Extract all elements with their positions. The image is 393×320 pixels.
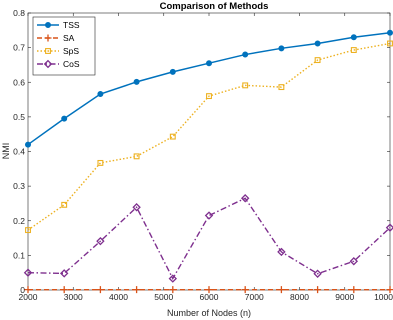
data-point-sps (387, 40, 393, 47)
series-line-sps (27, 42, 391, 231)
x-tick-label: 9000 (335, 292, 354, 302)
data-point-sa (205, 286, 213, 294)
data-point-cos (132, 203, 141, 212)
x-tick-label: 8000 (290, 292, 309, 302)
data-point-sa (60, 286, 68, 294)
y-tick-label: 0.8 (13, 8, 25, 18)
data-point-sa (314, 286, 322, 294)
chart-title: Comparison of Methods (160, 1, 269, 12)
data-point-tss (386, 29, 393, 36)
legend-swatch-marker (44, 34, 52, 42)
y-tick-label: 0 (20, 285, 25, 295)
legend-item-sps: SpS (37, 46, 79, 56)
data-point-cos (23, 268, 33, 277)
data-point-sa (169, 286, 177, 294)
legend-label: SpS (63, 46, 79, 56)
legend: TSS SA SpS CoS (32, 16, 96, 76)
legend-item-tss: TSS (37, 20, 80, 30)
y-tick-label: 0.5 (13, 112, 25, 122)
data-point-sps (133, 153, 140, 160)
data-point-sa (277, 286, 285, 294)
x-tick-label: 2000 (19, 292, 38, 302)
x-tick-label: 6000 (200, 292, 219, 302)
legend-swatch-marker (43, 59, 53, 69)
data-point-cos (204, 211, 214, 220)
data-point-tss (97, 91, 104, 98)
data-point-cos (96, 236, 105, 246)
data-point-cos (385, 223, 393, 232)
series-sa (24, 286, 393, 294)
x-tick-label: 5000 (154, 292, 173, 302)
legend-item-sa: SA (37, 33, 75, 43)
x-tick-label: 4000 (109, 292, 128, 302)
data-point-sps (206, 93, 212, 100)
data-point-sa (96, 286, 104, 294)
legend-swatch-marker (45, 48, 51, 54)
data-point-sps (25, 227, 31, 234)
data-point-sa (24, 286, 32, 294)
legend-item-cos: CoS (37, 59, 80, 69)
data-point-cos (168, 274, 178, 283)
data-point-cos (277, 247, 286, 257)
data-point-sa (241, 286, 249, 294)
data-point-tss (242, 51, 249, 58)
x-tick-label: 7000 (245, 292, 264, 302)
y-tick-label: 0.7 (13, 43, 25, 53)
x-axis-label: Number of Nodes (n) (167, 308, 251, 318)
y-tick-label: 0.2 (13, 216, 25, 226)
data-point-sps (61, 201, 68, 208)
data-point-tss (314, 40, 321, 47)
y-axis-label: NMI (1, 143, 11, 160)
data-point-tss (61, 115, 68, 122)
data-point-tss (133, 78, 140, 85)
data-point-tss (350, 34, 357, 41)
data-point-tss (169, 68, 176, 75)
data-point-tss (205, 60, 212, 67)
data-point-tss (278, 45, 285, 52)
series-layer (23, 29, 393, 294)
data-point-tss (24, 141, 31, 148)
series-tss (24, 29, 393, 148)
legend-box (32, 16, 96, 76)
data-point-sps (350, 47, 357, 53)
data-point-sa (386, 286, 393, 294)
x-tick-label: 1000 (374, 292, 393, 302)
data-point-sps (242, 82, 249, 89)
legend-label: CoS (63, 59, 80, 69)
series-sps (25, 40, 393, 234)
data-point-sps (169, 133, 176, 140)
x-tick-label: 3000 (64, 292, 83, 302)
data-point-sa (133, 286, 141, 294)
y-tick-label: 0.1 (13, 250, 25, 260)
data-point-cos (59, 269, 69, 278)
data-point-sa (350, 286, 358, 294)
legend-label: SA (63, 33, 75, 43)
x-axis: 2000 3000 4000 5000 6000 7000 8000 9000 1000 (19, 13, 393, 302)
data-point-cos (349, 257, 359, 266)
data-point-sps (97, 159, 104, 166)
data-point-cos (240, 194, 250, 203)
y-axis: 0 0.1 0.2 0.3 0.4 0.5 0.6 0.7 0.8 (13, 8, 390, 295)
series-cos (23, 194, 393, 283)
y-tick-label: 0.6 (13, 77, 25, 87)
y-tick-label: 0.3 (13, 181, 25, 191)
data-point-cos (313, 269, 322, 278)
data-point-sps (314, 57, 321, 64)
data-point-sps (278, 84, 285, 91)
legend-swatch-marker (45, 21, 52, 28)
series-line-cos (27, 197, 391, 281)
y-tick-label: 0.4 (13, 147, 25, 157)
legend-label: TSS (63, 20, 80, 30)
